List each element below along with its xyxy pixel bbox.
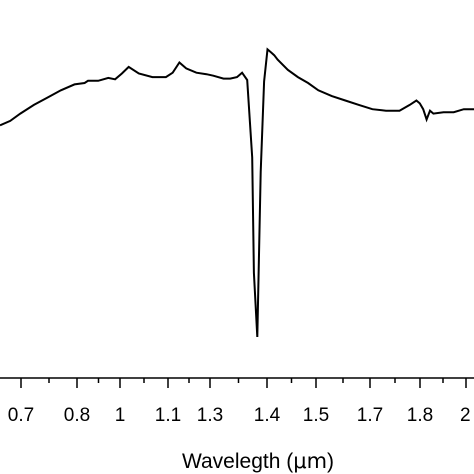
x-tick-label: 1.7 <box>357 405 383 426</box>
x-tick-label: 1.3 <box>197 405 223 426</box>
x-tick-label: 1 <box>115 405 126 426</box>
x-tick-label: 1.8 <box>407 405 433 426</box>
series-line-1 <box>0 47 474 338</box>
x-axis-title: Wavelegth (μm) <box>182 449 334 473</box>
x-tick-label: 2 <box>460 405 471 426</box>
x-tick-label: 1.5 <box>303 405 329 426</box>
x-axis-tick-labels: 0.7 0.8 1 1.1 1.3 1.4 1.5 1.7 1.8 2 <box>8 405 471 426</box>
x-axis-ticks <box>20 378 467 388</box>
x-tick-label: 0.8 <box>64 405 90 426</box>
x-tick-label: 1.1 <box>155 405 181 426</box>
x-tick-label: 0.7 <box>8 405 34 426</box>
plot-area <box>0 47 474 338</box>
x-tick-label: 1.4 <box>254 405 281 426</box>
